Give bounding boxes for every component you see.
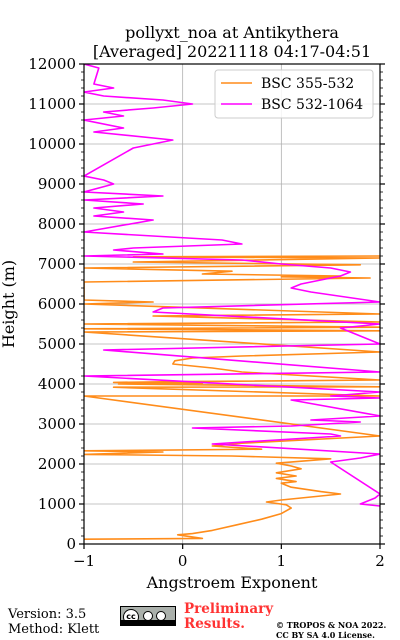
y-tick-label: 2000	[38, 455, 76, 473]
license-line-1: © TROPOS & NOA 2022.	[276, 620, 387, 630]
x-tick-label: 1	[277, 552, 287, 570]
y-tick-label: 3000	[38, 415, 76, 433]
series-layer	[84, 64, 380, 540]
y-tick-label: 0	[66, 535, 76, 553]
chart-title-line-2: [Averaged] 20221118 04:17-04:51	[93, 42, 371, 61]
legend-label-bsc-532-1064: BSC 532-1064	[261, 97, 363, 113]
y-tick-label: 5000	[38, 335, 76, 353]
chart-title-line-1: pollyxt_noa at Antikythera	[125, 23, 339, 42]
axis-tick-labels: 0 1000 2000 3000 4000 5000 6000 7000 8000 9000 100…	[28, 55, 384, 570]
preliminary-line-2: Results.	[184, 616, 245, 632]
cc-badge-strip	[121, 620, 175, 625]
y-tick-label: 7000	[38, 255, 76, 273]
y-tick-label: 10000	[28, 135, 76, 153]
method-text: Method: Klett	[8, 622, 100, 637]
license-notice: © TROPOS & NOA 2022. CC BY SA 4.0 Licens…	[276, 620, 386, 640]
series-line-bsc-532-1064	[84, 64, 380, 507]
license-line-2: CC BY SA 4.0 License.	[276, 630, 375, 640]
y-tick-label: 11000	[28, 95, 76, 113]
y-tick-label: 6000	[38, 295, 76, 313]
y-tick-label: 1000	[38, 495, 76, 513]
y-axis-label: Height (m)	[0, 260, 18, 348]
angstroem-profile-chart: pollyxt_noa at Antikythera [Averaged] 20…	[0, 23, 385, 592]
series-line-bsc-355-532	[84, 255, 380, 540]
version-text: Version: 3.5	[8, 607, 87, 622]
x-tick-label: 0	[178, 552, 188, 570]
y-tick-label: 12000	[28, 55, 76, 73]
y-tick-label: 8000	[38, 215, 76, 233]
x-axis-label: Angstroem Exponent	[146, 573, 318, 592]
legend-label-bsc-355-532: BSC 355-532	[261, 76, 354, 92]
cc-by-sa-license-icon: cc	[120, 606, 176, 626]
x-tick-label: −1	[73, 552, 95, 570]
axis-ticks	[79, 63, 385, 549]
preliminary-line-1: Preliminary	[184, 601, 274, 617]
legend: BSC 355-532 BSC 532-1064	[214, 69, 374, 119]
preliminary-results-notice: Preliminary Results.	[184, 602, 273, 632]
y-tick-label: 4000	[38, 375, 76, 393]
legend-box	[214, 69, 374, 119]
y-tick-label: 9000	[38, 175, 76, 193]
x-tick-label: 2	[375, 552, 385, 570]
